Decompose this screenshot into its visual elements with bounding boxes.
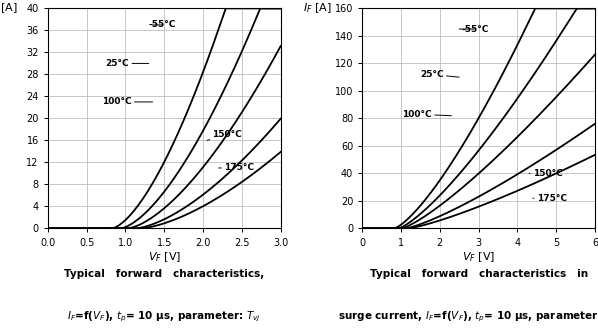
Text: 175°C: 175°C (533, 194, 567, 203)
Y-axis label: $I_F$ [A]: $I_F$ [A] (0, 1, 17, 15)
Text: 100°C: 100°C (102, 97, 152, 107)
X-axis label: $V_{F}$ [V]: $V_{F}$ [V] (462, 250, 495, 264)
Text: 150°C: 150°C (207, 130, 242, 140)
Text: -55°C: -55°C (459, 25, 489, 34)
Text: 175°C: 175°C (219, 163, 254, 172)
Text: $\mathit{I_F}$=f($\mathit{V_F}$), $t_p$= 10 μs, parameter: $\mathit{T_{vj}}$: $\mathit{I_F}$=f($\mathit{V_F}$), $t_p$=… (67, 309, 261, 324)
X-axis label: $V_{F}$ [V]: $V_{F}$ [V] (148, 250, 181, 264)
Text: -55°C: -55°C (149, 20, 176, 30)
Y-axis label: $I_F$ [A]: $I_F$ [A] (303, 1, 332, 15)
Text: Typical   forward   characteristics   in: Typical forward characteristics in (370, 269, 588, 279)
Text: 150°C: 150°C (529, 169, 563, 178)
Text: 100°C: 100°C (402, 110, 451, 119)
Text: 25°C: 25°C (420, 70, 459, 79)
Text: surge current, $\mathit{I_F}$=f($\mathit{V_F}$), $t_p$= 10 μs, parameter: $\math: surge current, $\mathit{I_F}$=f($\mathit… (338, 309, 598, 324)
Text: 25°C: 25°C (106, 59, 149, 68)
Text: Typical   forward   characteristics,: Typical forward characteristics, (64, 269, 264, 279)
